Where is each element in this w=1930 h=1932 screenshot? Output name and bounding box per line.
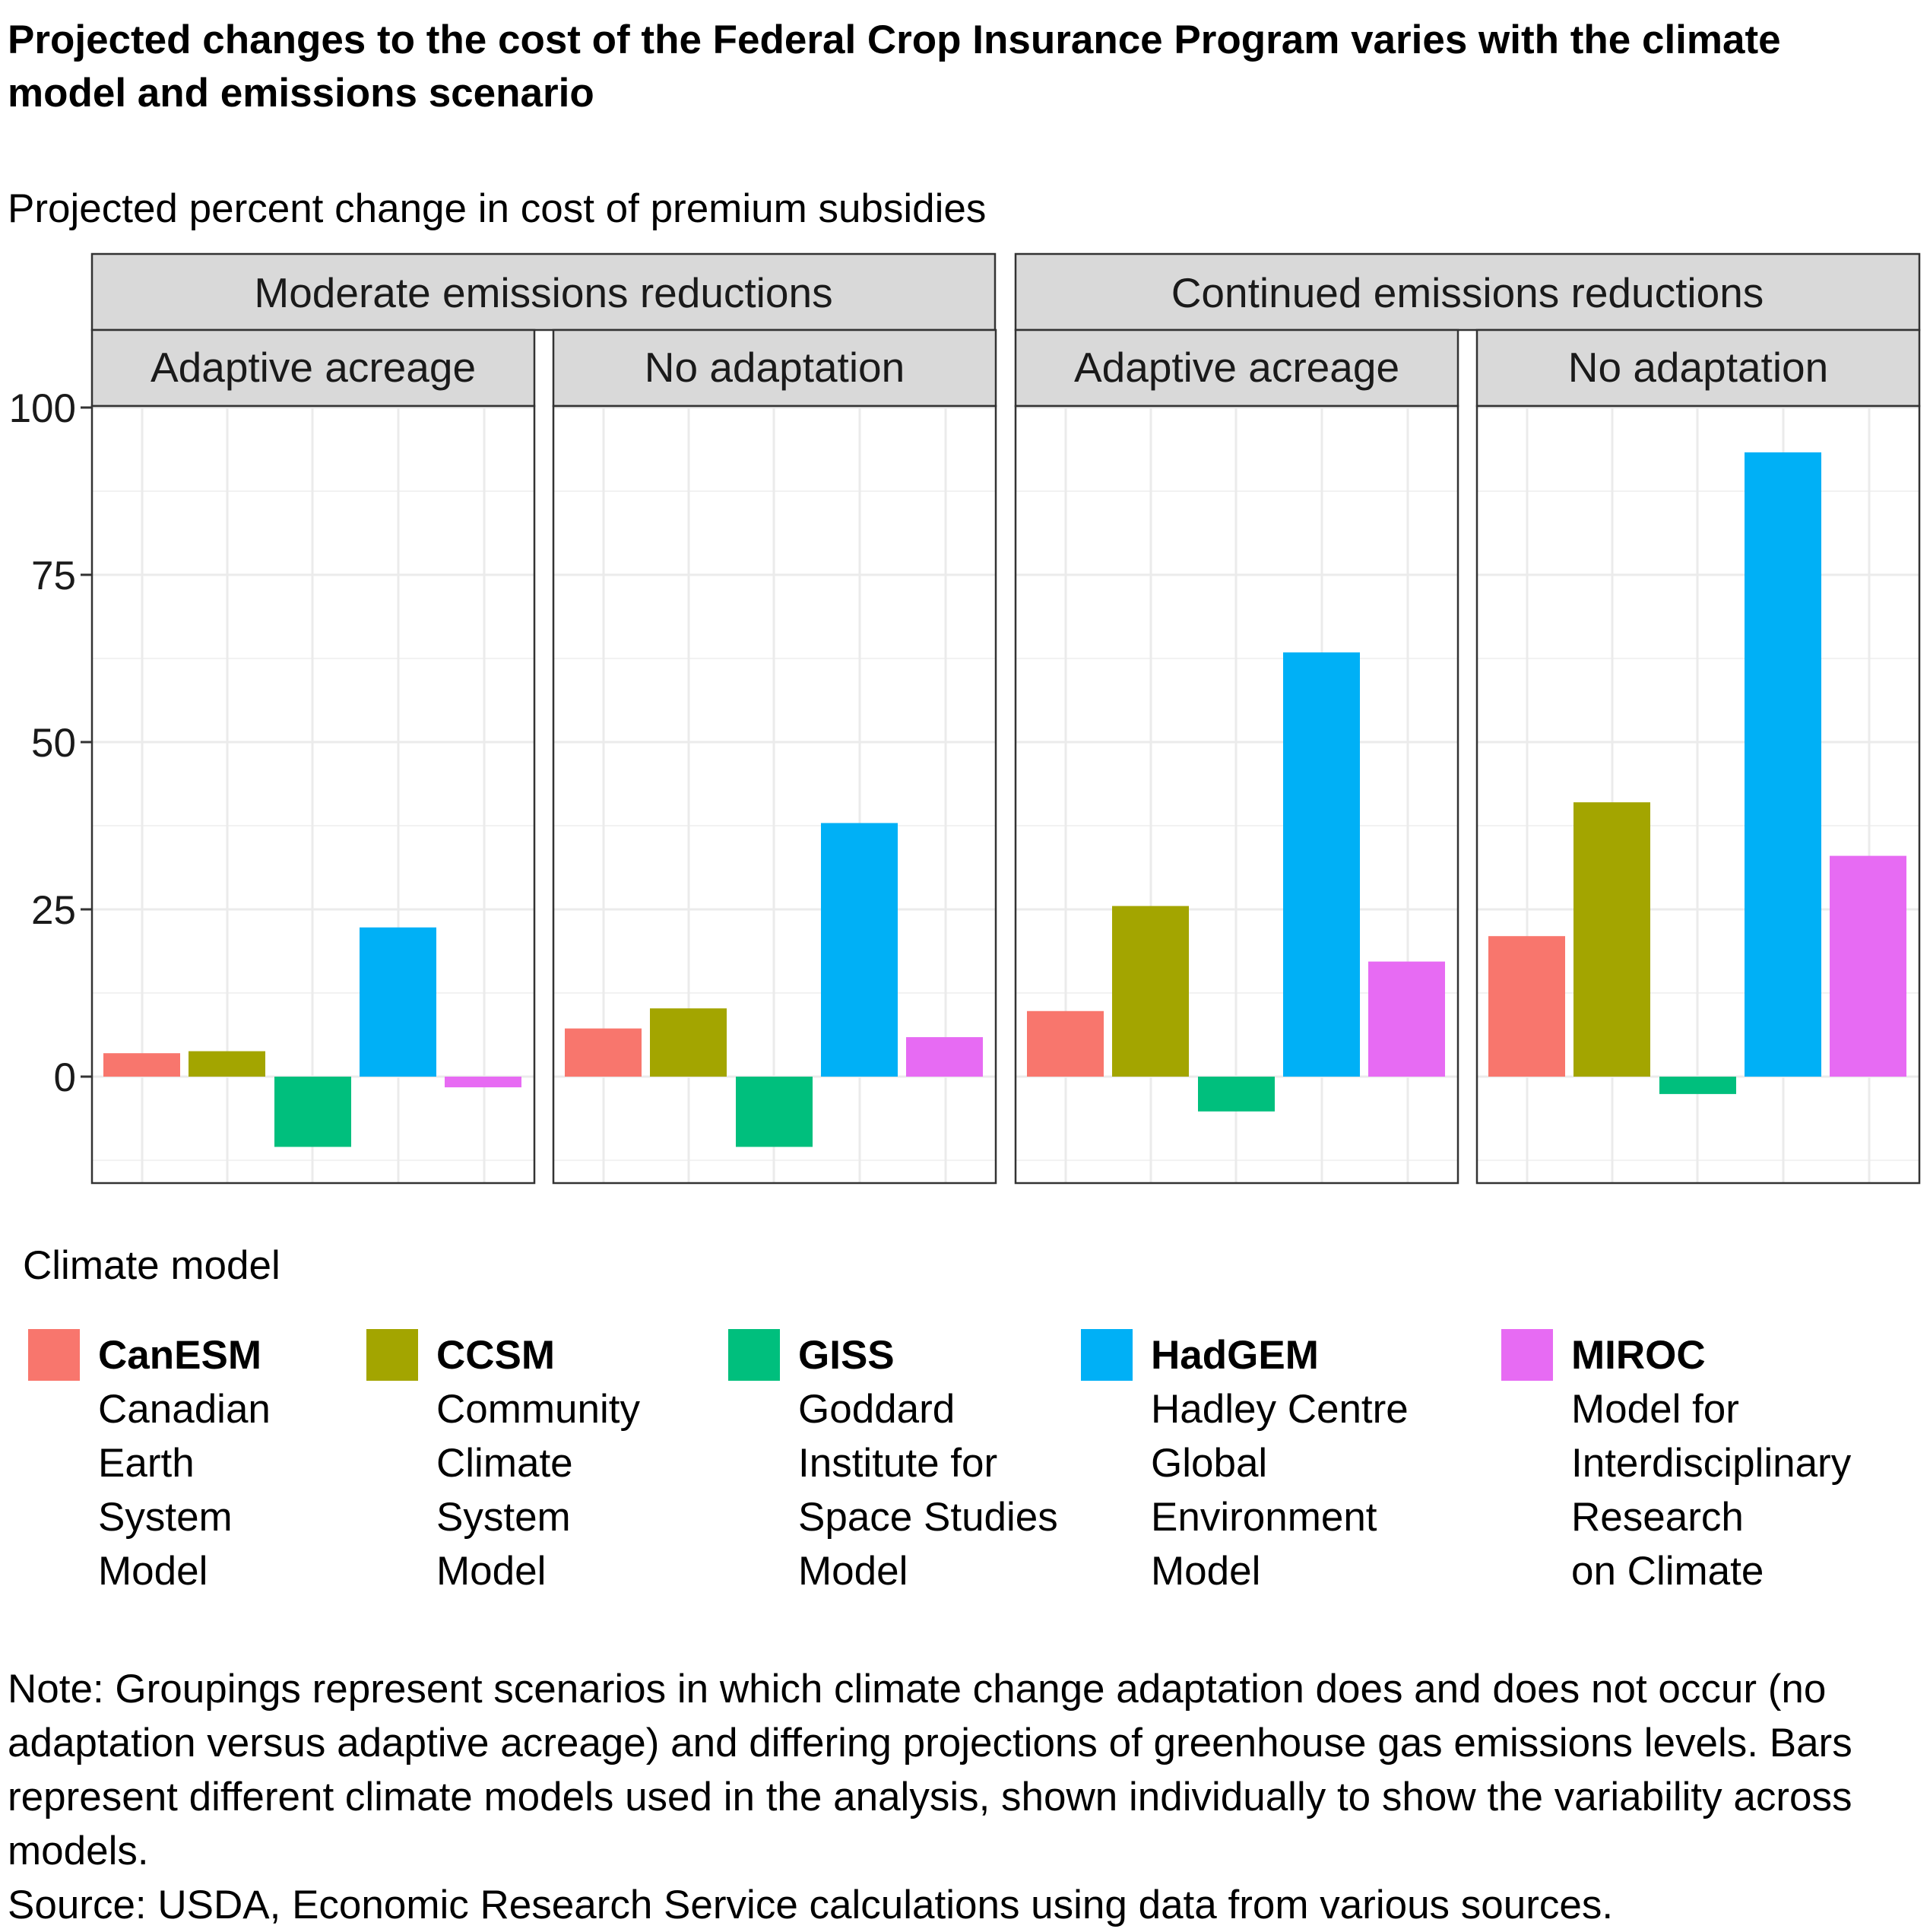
chart-title: Projected changes to the cost of the Fed… — [8, 17, 1781, 116]
y-tick-label: 0 — [54, 1055, 76, 1100]
y-tick-label: 25 — [31, 888, 76, 933]
y-tick-label: 50 — [31, 721, 76, 766]
bar-hadgem — [360, 927, 436, 1077]
bar-miroc — [445, 1077, 521, 1088]
facet-strip-inner-label: Adaptive acreage — [151, 344, 476, 391]
bar-canesm — [1027, 1010, 1104, 1077]
facet-strip-inner — [1014, 328, 1459, 408]
bar-hadgem — [1283, 652, 1360, 1077]
legend-name: Goddard Institute for Space Studies Mode… — [798, 1387, 1058, 1594]
bar-ccsm — [189, 1051, 265, 1077]
faceted-bar-chart: 0 25 50 75 100 Moderate emissions reductions C… — [9, 252, 1921, 1185]
legend-code: HadGEM — [1151, 1333, 1319, 1378]
legend-swatch-hadgem — [1081, 1329, 1133, 1381]
legend-swatch-ccsm — [366, 1329, 418, 1381]
panel-border — [1475, 404, 1921, 1185]
legend-name: Hadley Centre Global Environment Model — [1151, 1387, 1409, 1594]
bar-miroc — [1830, 855, 1906, 1077]
bar-ccsm — [1573, 802, 1650, 1077]
chart-note: Note: Groupings represent scenarios in w… — [8, 1667, 1852, 1873]
bar-miroc — [1368, 961, 1445, 1077]
panel-border — [552, 404, 997, 1185]
facet-strip-inner-label: Adaptive acreage — [1074, 344, 1399, 391]
panel-border — [90, 404, 536, 1185]
legend-swatch-giss — [728, 1329, 780, 1381]
bar-ccsm — [1112, 906, 1189, 1077]
bar-giss — [736, 1077, 813, 1147]
legend-title: Climate model — [23, 1243, 280, 1288]
bar-canesm — [1488, 936, 1565, 1077]
facet-strip-inner-label: No adaptation — [645, 344, 905, 391]
bar-ccsm — [650, 1008, 727, 1077]
legend-code: CCSM — [436, 1333, 556, 1378]
bar-canesm — [565, 1028, 642, 1077]
legend-code: CanESM — [98, 1333, 261, 1378]
y-tick-label: 100 — [9, 386, 76, 431]
bar-giss — [1198, 1077, 1275, 1112]
facet-strip-inner — [1475, 328, 1921, 408]
facet-strip-inner-label: No adaptation — [1568, 344, 1829, 391]
facet-strip-outer — [90, 252, 997, 332]
bar-canesm — [103, 1053, 180, 1077]
legend-code: GISS — [798, 1333, 895, 1378]
legend-name: Canadian Earth System Model — [98, 1387, 271, 1594]
legend-swatch-miroc — [1501, 1329, 1553, 1381]
bar-miroc — [906, 1037, 983, 1077]
facet-strip-outer-label: Continued emissions reductions — [1171, 269, 1764, 316]
panel-border — [1014, 404, 1459, 1185]
bar-giss — [274, 1077, 351, 1147]
legend-code: MIROC — [1571, 1333, 1706, 1378]
legend-name: Model for Interdisciplinary Research on … — [1571, 1387, 1852, 1594]
facet-strip-outer-label: Moderate emissions reductions — [254, 269, 832, 316]
y-tick-label: 75 — [31, 554, 76, 598]
chart-source: Source: USDA, Economic Research Service … — [8, 1883, 1614, 1927]
chart-subtitle: Projected percent change in cost of prem… — [8, 186, 987, 231]
legend-swatch-canesm — [28, 1329, 80, 1381]
bar-giss — [1659, 1077, 1736, 1094]
facet-strip-outer — [1014, 252, 1921, 332]
bar-hadgem — [1745, 452, 1821, 1077]
bar-hadgem — [821, 823, 898, 1077]
legend-name: Community Climate System Model — [436, 1387, 641, 1594]
facet-strip-inner — [90, 328, 536, 408]
